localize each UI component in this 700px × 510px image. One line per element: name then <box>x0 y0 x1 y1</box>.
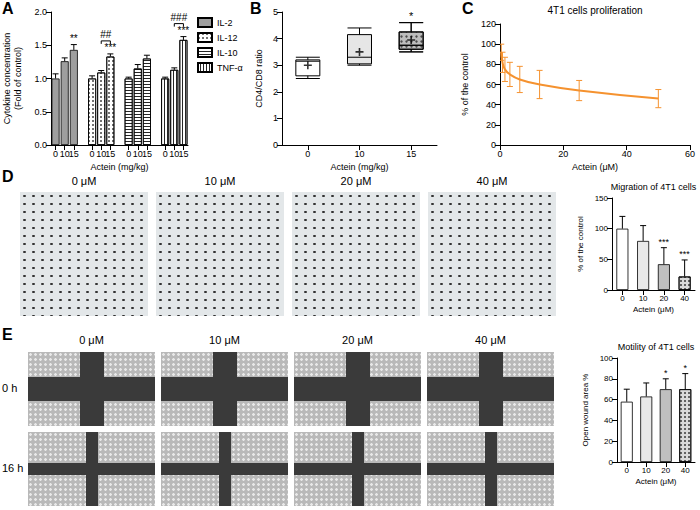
html-text:C: C <box>462 0 474 17</box>
html-text:20 μM: 20 μM <box>342 334 373 346</box>
svg-text:20: 20 <box>659 294 668 303</box>
svg-text:0: 0 <box>53 149 58 159</box>
svg-text:0: 0 <box>305 149 310 159</box>
svg-text:80: 80 <box>486 59 496 69</box>
svg-text:60: 60 <box>486 80 496 90</box>
svg-text:Actein (mg/kg): Actein (mg/kg) <box>330 162 388 172</box>
svg-text:***: *** <box>679 249 690 259</box>
html-text:0 μM: 0 μM <box>71 175 97 187</box>
svg-text:**: ** <box>70 33 78 44</box>
html-text:16 h: 16 h <box>2 462 24 474</box>
svg-text:Motility of 4T1 cells: Motility of 4T1 cells <box>618 342 695 352</box>
svg-text:60: 60 <box>685 149 695 159</box>
html-text:B: B <box>250 0 262 17</box>
svg-text:0: 0 <box>609 458 614 467</box>
svg-text:IL-2: IL-2 <box>217 18 233 28</box>
html-text:A: A <box>2 0 14 17</box>
svg-text:80: 80 <box>604 374 613 383</box>
svg-text:40: 40 <box>680 294 689 303</box>
svg-text:##: ## <box>100 29 112 40</box>
svg-text:Cytokine concentration: Cytokine concentration <box>2 33 12 125</box>
html-text:40 μM: 40 μM <box>476 175 508 187</box>
html-text:10 μM: 10 μM <box>204 175 236 187</box>
svg-text:10: 10 <box>96 148 107 159</box>
svg-text:1.5: 1.5 <box>34 40 47 50</box>
svg-text:0.0: 0.0 <box>34 140 47 150</box>
svg-text:100: 100 <box>600 354 614 363</box>
html-text:40 μM: 40 μM <box>475 334 506 346</box>
svg-text:100: 100 <box>595 224 609 233</box>
svg-text:4T1 cells proliferation: 4T1 cells proliferation <box>547 5 642 16</box>
svg-text:0: 0 <box>625 466 630 475</box>
html-text:0 μM: 0 μM <box>79 334 104 346</box>
svg-text:10: 10 <box>354 149 364 159</box>
svg-text:20: 20 <box>661 466 670 475</box>
svg-text:40: 40 <box>486 100 496 110</box>
svg-text:***: *** <box>178 25 190 36</box>
html-text:10 μM: 10 μM <box>209 334 240 346</box>
svg-text:10: 10 <box>642 466 651 475</box>
svg-text:40: 40 <box>681 466 690 475</box>
svg-text:2.0: 2.0 <box>34 7 47 17</box>
svg-text:0: 0 <box>273 140 278 150</box>
svg-text:15: 15 <box>406 149 416 159</box>
svg-text:150: 150 <box>595 194 609 203</box>
html-text:D: D <box>2 168 14 185</box>
html-text:0 h: 0 h <box>2 382 18 394</box>
svg-text:0: 0 <box>604 286 609 295</box>
svg-text:*: * <box>664 368 668 378</box>
svg-text:20: 20 <box>486 120 496 130</box>
svg-text:4: 4 <box>273 34 278 44</box>
svg-text:###: ### <box>171 12 188 23</box>
svg-text:Actein (μM): Actein (μM) <box>572 162 618 172</box>
svg-text:***: *** <box>105 42 117 53</box>
svg-text:1.0: 1.0 <box>34 74 47 84</box>
svg-text:0: 0 <box>90 149 95 159</box>
svg-text:20: 20 <box>604 437 613 446</box>
svg-text:Actein (μM): Actein (μM) <box>635 477 676 486</box>
svg-text:***: *** <box>659 237 670 247</box>
svg-text:Open wound area %: Open wound area % <box>581 374 590 447</box>
svg-text:% of the control: % of the control <box>460 53 470 116</box>
svg-text:Actein (μM): Actein (μM) <box>633 305 674 314</box>
html-text:E: E <box>2 326 13 343</box>
svg-text:TNF-α: TNF-α <box>217 63 243 73</box>
svg-text:5: 5 <box>273 7 278 17</box>
svg-text:40: 40 <box>604 416 613 425</box>
html-text:20 μM: 20 μM <box>340 175 372 187</box>
svg-text:2: 2 <box>273 87 278 97</box>
svg-text:CD4/CD8 ratio: CD4/CD8 ratio <box>254 49 264 108</box>
svg-text:3: 3 <box>273 60 278 70</box>
svg-text:0.5: 0.5 <box>34 107 47 117</box>
svg-text:15: 15 <box>142 149 152 159</box>
svg-text:15: 15 <box>69 149 79 159</box>
svg-text:20: 20 <box>558 149 568 159</box>
svg-text:10: 10 <box>59 148 70 159</box>
svg-text:IL-10: IL-10 <box>217 48 238 58</box>
svg-text:10: 10 <box>639 294 648 303</box>
svg-text:IL-12: IL-12 <box>217 33 238 43</box>
svg-text:10: 10 <box>132 148 143 159</box>
svg-text:0: 0 <box>163 149 168 159</box>
svg-text:100: 100 <box>481 39 496 49</box>
svg-text:40: 40 <box>622 149 632 159</box>
svg-text:Migration of 4T1 cells: Migration of 4T1 cells <box>611 182 697 192</box>
svg-text:1: 1 <box>273 113 278 123</box>
svg-text:(Fold of control): (Fold of control) <box>13 47 23 110</box>
svg-text:120: 120 <box>481 19 496 29</box>
svg-text:0: 0 <box>497 149 502 159</box>
svg-text:*: * <box>683 363 687 373</box>
svg-text:Actein (mg/kg): Actein (mg/kg) <box>90 162 148 172</box>
svg-text:% of the control: % of the control <box>576 216 585 272</box>
svg-text:15: 15 <box>105 149 115 159</box>
svg-text:15: 15 <box>178 149 188 159</box>
svg-text:10: 10 <box>169 148 180 159</box>
svg-text:50: 50 <box>599 255 608 264</box>
svg-text:0: 0 <box>620 294 625 303</box>
svg-text:0: 0 <box>491 140 496 150</box>
svg-text:*: * <box>409 10 414 22</box>
svg-text:60: 60 <box>604 395 613 404</box>
svg-text:0: 0 <box>126 149 131 159</box>
